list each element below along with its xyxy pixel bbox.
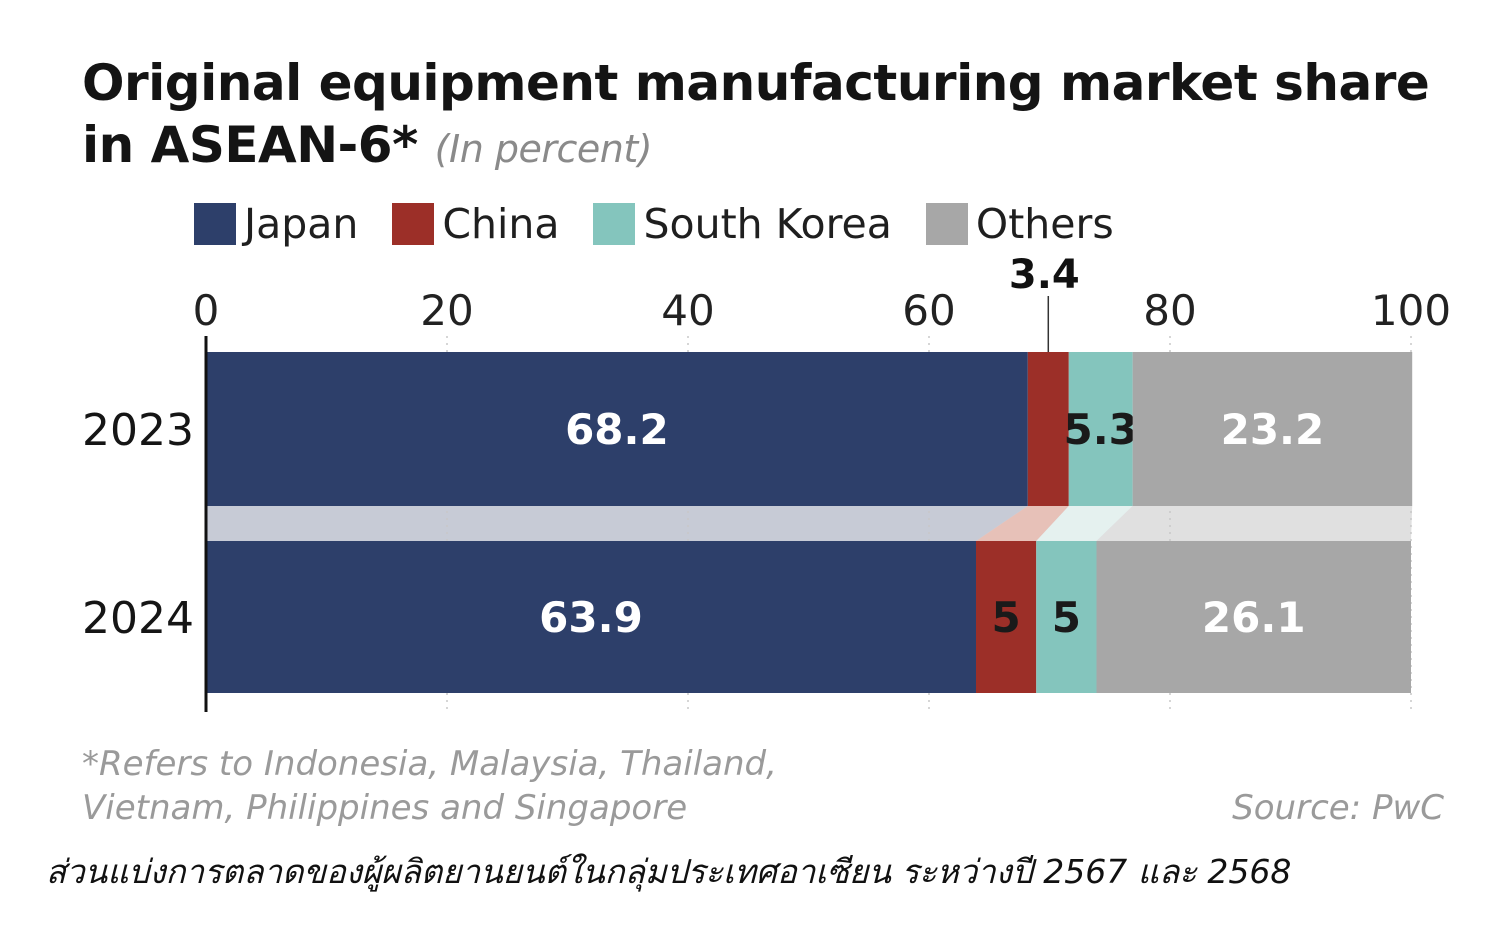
tick-label-0: 0 — [193, 286, 220, 335]
bar-south-korea-2024 — [1036, 541, 1097, 693]
data-label-japan-2023: 68.2 — [565, 405, 669, 454]
data-label-south-korea-2023: 5.3 — [1064, 405, 1138, 454]
bar-china-2024 — [975, 541, 1037, 693]
data-label-south-korea-2024: 5 — [1052, 593, 1081, 642]
chart-source: Source: PwC — [1232, 788, 1444, 828]
data-label-others-2023: 23.2 — [1221, 405, 1325, 454]
data-label-china-2024: 5 — [992, 593, 1021, 642]
chart-title-region: in ASEAN-6* — [82, 116, 418, 174]
tick-label-40: 40 — [661, 286, 714, 335]
chart-legend: Japan China South Korea Others — [194, 198, 1148, 250]
footnote-line2: Vietnam, Philippines and Singapore — [82, 788, 688, 828]
connector-south-korea — [1036, 506, 1133, 541]
tick-label-100: 100 — [1371, 286, 1451, 335]
bar-china-2023 — [1027, 352, 1069, 506]
chart-title-line2: in ASEAN-6* (In percent) — [82, 114, 1429, 180]
connector-japan — [206, 506, 1028, 541]
data-label-china-2023: 3.4 — [1009, 252, 1080, 298]
category-label-2024: 2024 — [82, 593, 194, 644]
legend-label-others: Others — [975, 200, 1114, 248]
legend-label-japan: Japan — [244, 200, 359, 248]
legend-swatch-others — [925, 203, 968, 245]
tick-label-20: 20 — [420, 286, 473, 335]
footnote-line1: *Refers to Indonesia, Malaysia, Thailand… — [82, 744, 777, 784]
legend-item-others: Others — [925, 200, 1114, 248]
legend-swatch-japan — [194, 203, 236, 245]
legend-swatch-south-korea — [593, 203, 636, 245]
chart-title-line1: Original equipment manufacturing market … — [82, 54, 1430, 112]
tick-label-60: 60 — [902, 286, 955, 335]
bar-others-2023 — [1132, 352, 1413, 506]
legend-item-japan: Japan — [194, 200, 358, 248]
data-label-japan-2024: 63.9 — [539, 593, 643, 642]
bar-japan-2024 — [206, 541, 976, 693]
data-label-others-2024: 26.1 — [1202, 593, 1306, 642]
chart-footnote: *Refers to Indonesia, Malaysia, Thailand… — [82, 742, 982, 830]
category-label-2023: 2023 — [82, 405, 194, 456]
bar-japan-2023 — [206, 352, 1028, 506]
bar-others-2024 — [1096, 541, 1411, 693]
chart-title: Original equipment manufacturing market … — [82, 52, 1430, 180]
legend-item-south-korea: South Korea — [593, 200, 892, 248]
connector-china — [975, 506, 1069, 541]
legend-label-south-korea: South Korea — [643, 200, 892, 248]
image-caption: ส่วนแบ่งการตลาดของผู้ผลิตยานยนต์ในกลุ่มป… — [46, 852, 1292, 891]
legend-swatch-china — [392, 203, 435, 245]
tick-label-80: 80 — [1143, 286, 1196, 335]
connector-others — [1096, 506, 1413, 541]
chart-title-unit: (In percent) — [434, 127, 653, 171]
bar-south-korea-2023 — [1068, 352, 1133, 506]
legend-item-china: China — [392, 200, 559, 248]
legend-label-china: China — [442, 200, 560, 248]
